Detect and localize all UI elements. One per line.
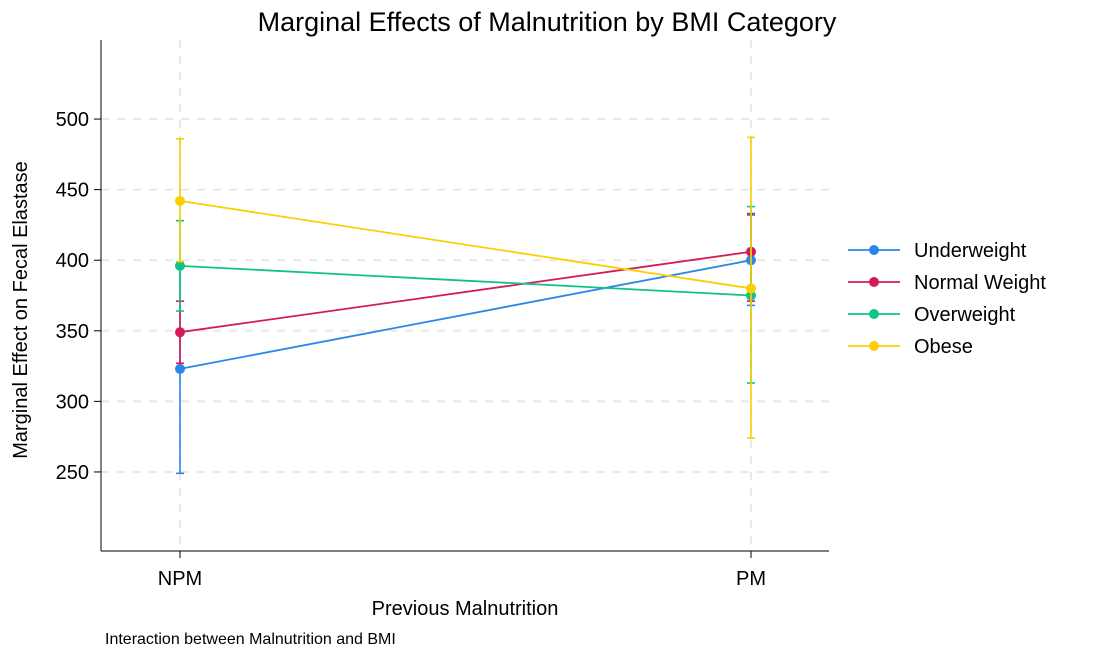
x-tick-label: NPM <box>158 568 202 590</box>
y-ticks: 250 300 350 400 450 500 <box>56 109 101 484</box>
legend-marker <box>869 309 879 319</box>
x-ticks: NPM PM <box>158 551 766 590</box>
legend-item: Underweight <box>848 240 1027 262</box>
x-axis-label: Previous Malnutrition <box>372 598 559 620</box>
x-tick-label: PM <box>736 568 766 590</box>
legend-label: Normal Weight <box>914 272 1046 294</box>
data-point <box>175 327 185 338</box>
data-point <box>746 283 756 294</box>
data-point <box>175 195 185 206</box>
legend-item: Overweight <box>848 304 1016 326</box>
legend-label: Underweight <box>914 240 1027 262</box>
y-axis-label: Marginal Effect on Fecal Elastase <box>10 161 32 459</box>
grid <box>101 40 829 551</box>
legend-label: Obese <box>914 336 973 358</box>
y-tick-label: 350 <box>56 321 89 343</box>
series-obese <box>175 136 756 439</box>
chart-note: Interaction between Malnutrition and BMI <box>105 631 396 648</box>
legend-marker <box>869 341 879 351</box>
y-tick-label: 250 <box>56 462 89 484</box>
y-tick-label: 500 <box>56 109 89 131</box>
legend-marker <box>869 245 879 255</box>
y-tick-label: 400 <box>56 250 89 272</box>
series-group <box>175 136 756 475</box>
legend-item: Normal Weight <box>848 272 1046 294</box>
y-tick-label: 450 <box>56 180 89 202</box>
data-point <box>175 363 185 374</box>
y-tick-label: 300 <box>56 391 89 413</box>
chart-title: Marginal Effects of Malnutrition by BMI … <box>258 7 837 37</box>
series-line <box>179 200 752 290</box>
series-underweight <box>175 214 756 475</box>
series-line <box>179 264 752 297</box>
series-overweight <box>175 205 756 384</box>
series-line <box>179 259 752 370</box>
legend-marker <box>869 277 879 287</box>
axes <box>100 40 829 552</box>
series-normal-weight <box>175 212 756 365</box>
legend-item: Obese <box>848 336 973 358</box>
data-point <box>175 260 185 271</box>
legend: Underweight Normal Weight Overweight Obese <box>848 240 1046 358</box>
legend-label: Overweight <box>914 304 1016 326</box>
series-line <box>179 250 752 334</box>
